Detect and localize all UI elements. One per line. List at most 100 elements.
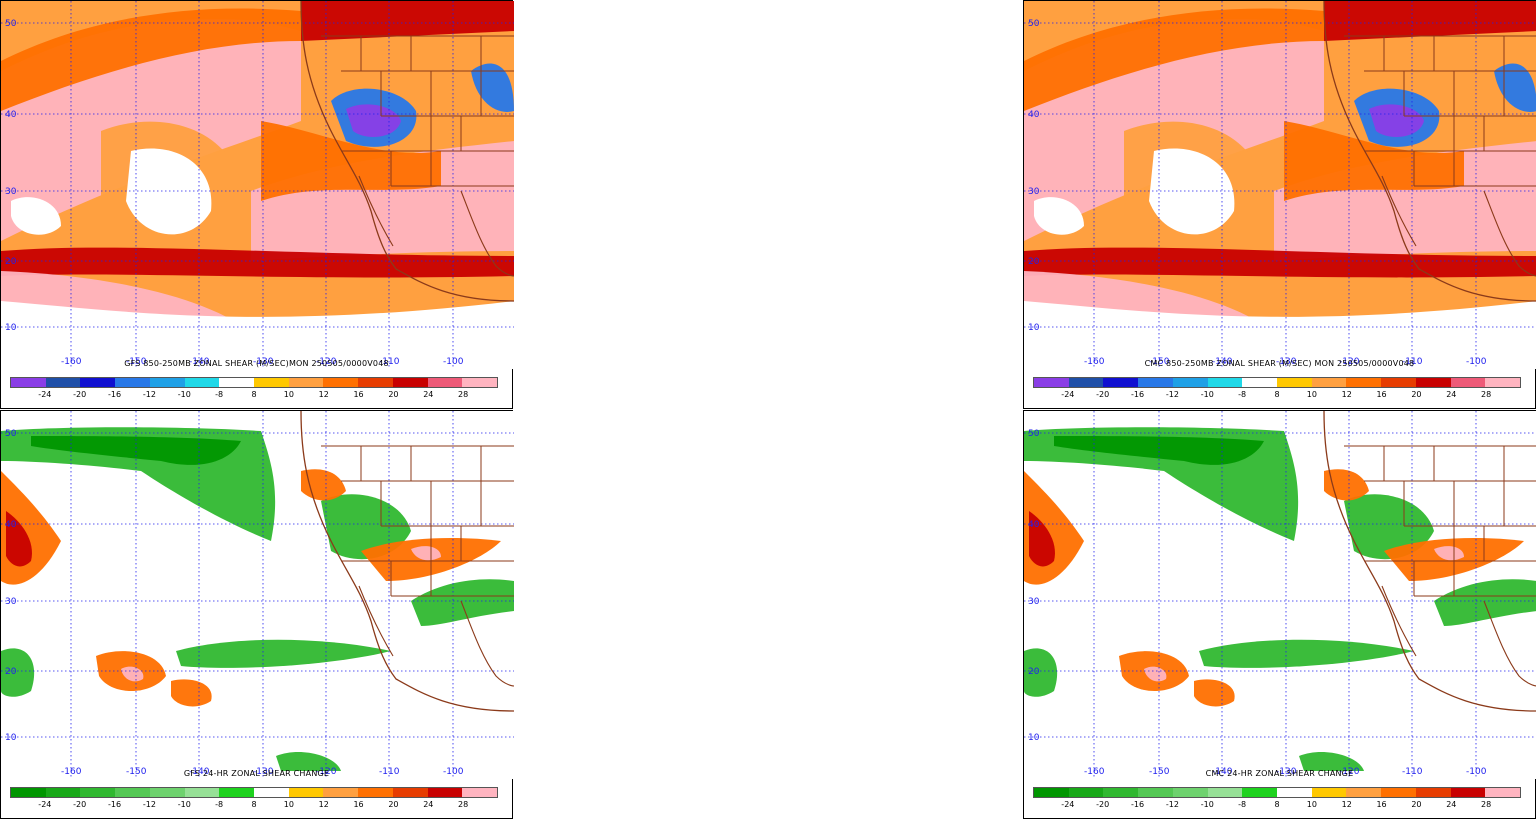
legend-label: -12 (142, 800, 156, 809)
gulf-coastline (1483, 190, 1536, 277)
legend-label: -24 (1061, 800, 1075, 809)
legend-swatch (358, 378, 393, 387)
longitude-label: -130 (253, 767, 274, 777)
legend-label: -20 (1096, 390, 1110, 399)
legend-swatch (323, 378, 359, 387)
legend-swatch (184, 378, 220, 387)
longitude-label: -140 (189, 357, 210, 367)
legend-label: 16 (353, 390, 364, 399)
cmc-change-title: CMC 24-HR ZONAL SHEAR CHANGE (1205, 769, 1354, 778)
field-region (1344, 494, 1434, 560)
gulf-coastline (460, 190, 514, 277)
coastline (1323, 411, 1536, 712)
legend-swatch (1103, 378, 1139, 387)
legend-swatch (1415, 378, 1451, 387)
legend-label: 28 (1481, 800, 1492, 809)
legend-label: 28 (458, 390, 469, 399)
legend-swatch (219, 378, 255, 387)
latitude-label: 10 (5, 323, 17, 333)
legend-swatch (462, 378, 498, 387)
field-region (1299, 751, 1364, 771)
legend-label: -8 (215, 390, 224, 399)
cmc-shear-panel: 50 40 30 20 10 -160 -150 -140 -130 -120 -110 -100 C… (1023, 0, 1536, 409)
baja-coastline (1381, 585, 1417, 657)
legend-label: 12 (318, 800, 329, 809)
latitude-label: 50 (5, 429, 17, 439)
legend-swatch (1242, 378, 1278, 387)
latitude-label: 30 (5, 187, 17, 197)
legend-label: -10 (1200, 390, 1214, 399)
field-region (176, 639, 391, 668)
legend-swatch (462, 788, 498, 797)
legend-label: -20 (1096, 800, 1110, 809)
longitude-label: -100 (1466, 767, 1487, 777)
legend-swatch (1277, 378, 1312, 387)
field-region (1434, 546, 1464, 561)
field-region (171, 679, 212, 707)
legend-swatch (254, 788, 289, 797)
coastline (300, 411, 514, 712)
field-region (471, 63, 514, 112)
gfs-change-legend (10, 787, 498, 798)
legend-swatch (1381, 788, 1416, 797)
legend-swatch (80, 378, 116, 387)
legend-label: 10 (283, 390, 294, 399)
longitude-label: -100 (443, 767, 464, 777)
latitude-label: 20 (1028, 257, 1040, 267)
latitude-label: 50 (1028, 429, 1040, 439)
legend-swatch (1450, 788, 1486, 797)
legend-swatch (1172, 788, 1208, 797)
legend-swatch (288, 788, 324, 797)
latitude-label: 30 (1028, 187, 1040, 197)
legend-label: 12 (1341, 800, 1352, 809)
gfs-shear-panel: 50 40 30 20 10 -160 -150 -140 -130 -120 -110 -100 G… (0, 0, 514, 409)
cmc-change-map: 50 40 30 20 10 -160 -150 -140 -130 -120 -110 -100 (1024, 411, 1536, 779)
coastline (300, 1, 514, 302)
longitude-label: -130 (1276, 767, 1297, 777)
latitude-label: 10 (5, 733, 17, 743)
legend-label: -10 (1200, 800, 1214, 809)
legend-swatch (115, 378, 150, 387)
legend-label: -24 (38, 800, 52, 809)
gfs-shear-title: GFS 850-250MB ZONAL SHEAR (M/SEC)MON 250… (124, 359, 389, 368)
cmc-shear-legend (1033, 377, 1521, 388)
longitude-label: -160 (61, 767, 82, 777)
legend-label: 28 (458, 800, 469, 809)
field-region (301, 1, 514, 41)
legend-label: 8 (1274, 800, 1280, 809)
legend-label: 16 (1376, 390, 1387, 399)
legend-swatch (1346, 788, 1382, 797)
legend-swatch (149, 788, 185, 797)
field-region (1149, 148, 1235, 235)
legend-label: 24 (423, 800, 434, 809)
longitude-label: -120 (316, 357, 337, 367)
legend-swatch (1172, 378, 1208, 387)
field-region (346, 104, 401, 137)
field-region (1284, 121, 1464, 201)
legend-swatch (45, 788, 81, 797)
legend-label: 24 (423, 390, 434, 399)
gfs-change-panel: 50 40 30 20 10 -160 -150 -140 -130 -120 -110 -100 G… (0, 410, 514, 819)
legend-label: 10 (1306, 800, 1317, 809)
longitude-label: -140 (189, 767, 210, 777)
cmc-change-legend (1033, 787, 1521, 798)
field-region (1034, 197, 1084, 235)
latitude-label: 30 (5, 597, 17, 607)
longitude-label: -150 (126, 357, 147, 367)
baja-coastline (1381, 175, 1417, 247)
longitude-label: -130 (1276, 357, 1297, 367)
field-region (1024, 247, 1536, 278)
legend-swatch (1346, 378, 1382, 387)
field-region (1024, 648, 1058, 697)
longitude-label: -120 (316, 767, 337, 777)
cmc-shear-map: 50 40 30 20 10 -160 -150 -140 -130 -120 -110 -100 (1024, 1, 1536, 369)
legend-swatch (1207, 788, 1243, 797)
legend-label: 20 (388, 390, 399, 399)
longitude-label: -100 (443, 357, 464, 367)
longitude-label: -160 (1084, 767, 1105, 777)
legend-swatch (1138, 378, 1173, 387)
field-region (1144, 666, 1167, 682)
legend-label: -16 (108, 800, 122, 809)
state-borders (321, 445, 514, 597)
field-region (411, 546, 441, 561)
